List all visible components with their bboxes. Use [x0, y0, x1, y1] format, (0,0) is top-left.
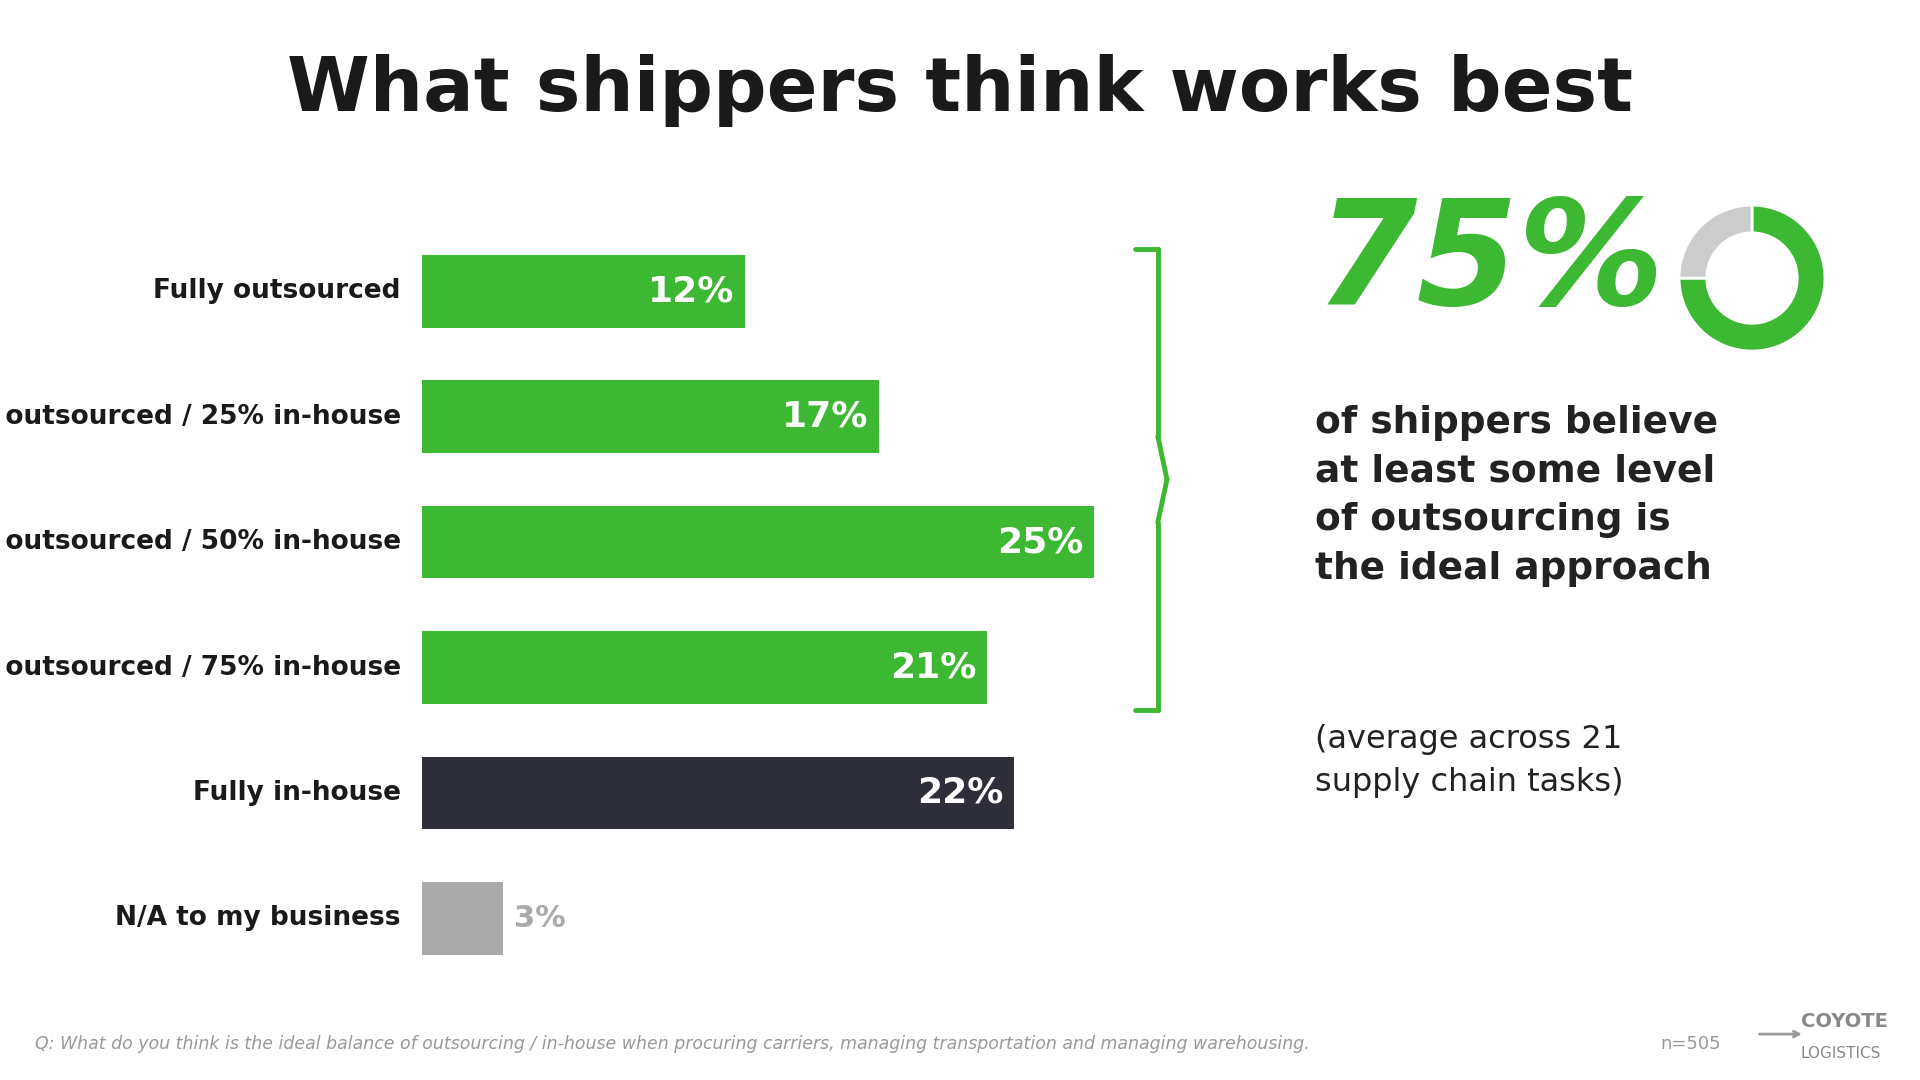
- Text: 25%: 25%: [996, 525, 1083, 559]
- Text: Fully in-house: Fully in-house: [192, 780, 401, 806]
- Bar: [422, 380, 879, 453]
- Text: N/A to my business: N/A to my business: [115, 905, 401, 931]
- Text: 12%: 12%: [647, 274, 733, 308]
- Bar: [422, 505, 1094, 579]
- Wedge shape: [1678, 205, 1824, 351]
- Text: Fully outsourced: Fully outsourced: [154, 279, 401, 305]
- Text: 17%: 17%: [781, 400, 868, 434]
- Text: Q: What do you think is the ideal balance of outsourcing / in-house when procuri: Q: What do you think is the ideal balanc…: [35, 1035, 1309, 1053]
- Text: 3%: 3%: [515, 904, 566, 933]
- Text: 25% outsourced / 75% in-house: 25% outsourced / 75% in-house: [0, 654, 401, 680]
- Wedge shape: [1678, 205, 1753, 278]
- Bar: [422, 631, 987, 704]
- Bar: [422, 757, 1014, 829]
- Text: 21%: 21%: [889, 650, 975, 685]
- Text: What shippers think works best: What shippers think works best: [286, 54, 1634, 127]
- Text: 50% outsourced / 50% in-house: 50% outsourced / 50% in-house: [0, 529, 401, 555]
- Bar: [422, 882, 503, 955]
- Bar: [422, 255, 745, 327]
- Text: 75%: 75%: [1315, 194, 1665, 336]
- Text: 75% outsourced / 25% in-house: 75% outsourced / 25% in-house: [0, 404, 401, 430]
- Text: (average across 21
supply chain tasks): (average across 21 supply chain tasks): [1315, 724, 1624, 798]
- Text: of shippers believe
at least some level
of outsourcing is
the ideal approach: of shippers believe at least some level …: [1315, 405, 1718, 586]
- Text: 22%: 22%: [916, 775, 1002, 810]
- Text: n=505: n=505: [1661, 1035, 1722, 1053]
- Text: COYOTE: COYOTE: [1801, 1012, 1887, 1031]
- Text: LOGISTICS: LOGISTICS: [1801, 1045, 1882, 1061]
